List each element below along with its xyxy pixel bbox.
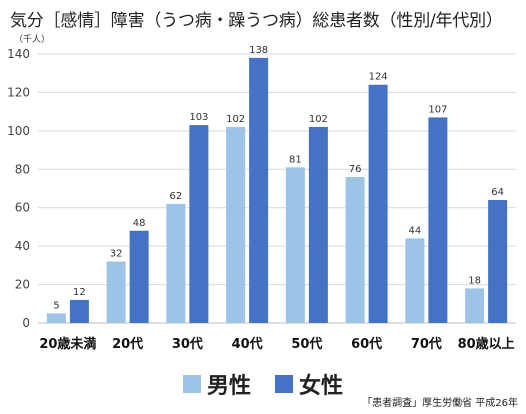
bar-female [308,127,328,323]
legend-swatch-male [182,375,201,393]
y-tick-label: 100 [7,124,30,138]
y-tick-label: 120 [7,85,30,99]
x-category-label: 20代 [112,336,143,352]
bar-male [345,176,365,323]
bars: 5 12 32 48 62 103 102 138 81 102 76 124 44 107 18 64 [46,45,508,324]
y-axis-unit: （千人） [14,34,50,45]
data-label-female: 103 [189,112,208,123]
y-axis: 0 20 40 60 80 100 120 140 [7,47,30,330]
legend-item-male: 男性 [182,368,251,400]
data-label-female: 107 [428,104,447,115]
bar-female [129,230,149,323]
source-note: 「患者調査」厚生労働省 平成26年 [362,398,518,409]
legend-label-female: 女性 [299,374,344,399]
x-category-label: 60代 [351,336,382,352]
bar-female [249,57,269,323]
x-category-label: 30代 [172,336,203,352]
y-tick-label: 0 [22,316,30,330]
bar-male [166,203,186,323]
legend-item-female: 女性 [275,368,343,400]
y-tick-label: 60 [15,201,30,215]
y-tick-label: 140 [7,47,30,61]
bar-female [488,200,508,323]
x-axis: 20歳未満 20代 30代 40代 50代 60代 70代 80歳以上 [39,336,514,352]
y-tick-label: 40 [15,239,30,253]
y-tick-label: 80 [15,162,30,176]
bar-male [226,127,246,323]
x-category-label: 20歳未満 [39,336,96,352]
data-label-female: 138 [249,45,268,56]
data-label-female: 48 [133,218,146,229]
legend: 男性 女性 [0,368,526,400]
x-category-label: 70代 [411,336,442,352]
chart-title: 気分［感情］障害（うつ病・躁うつ病）総患者数（性別/年代別） [10,11,503,31]
data-label-male: 76 [349,164,362,175]
data-label-male: 18 [468,275,481,286]
data-label-female: 12 [73,287,86,298]
x-category-label: 50代 [291,336,322,352]
bar-female [368,84,388,323]
bar-male [405,238,425,323]
bar-male [46,313,66,323]
data-label-male: 62 [170,191,183,202]
data-label-male: 44 [409,225,422,236]
x-category-label: 80歳以上 [458,336,515,352]
bar-female [69,299,89,323]
x-category-label: 40代 [232,336,263,352]
data-label-female: 102 [309,114,328,125]
data-label-male: 81 [289,154,302,165]
data-label-male: 32 [110,249,123,260]
data-label-male: 5 [53,300,59,311]
data-label-female: 124 [369,72,388,83]
data-label-female: 64 [491,187,504,198]
legend-label-male: 男性 [206,374,251,399]
y-tick-label: 20 [15,278,30,292]
bar-male [106,261,126,323]
legend-swatch-female [275,375,293,393]
bar-female [428,117,448,324]
data-label-male: 102 [226,114,245,125]
bar-male [285,167,305,323]
bar-female [189,125,209,323]
bar-male [465,288,485,323]
